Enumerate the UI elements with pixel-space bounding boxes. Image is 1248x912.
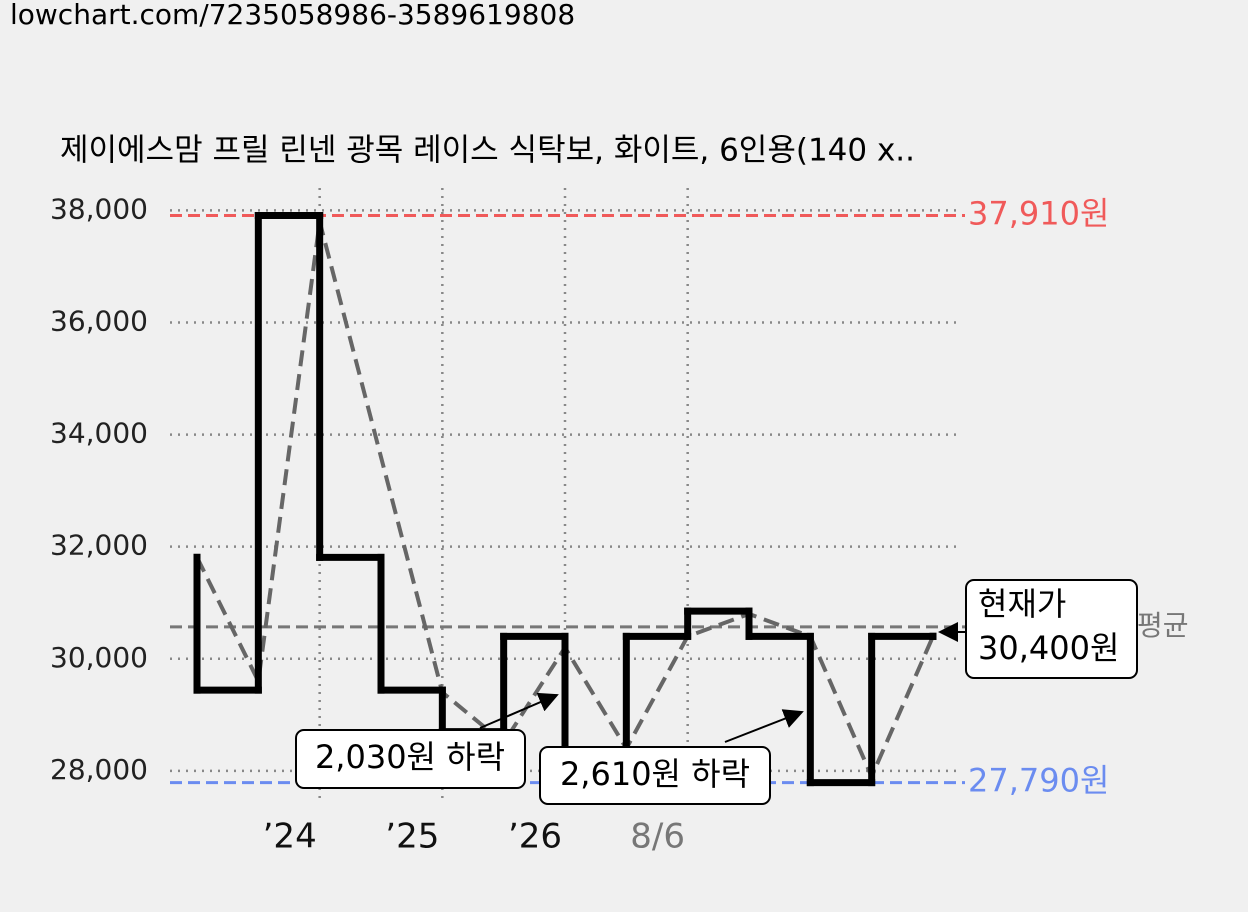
x-tick-label: ’25	[385, 817, 439, 857]
annotation-box	[295, 729, 526, 789]
y-tick-label: 32,000	[50, 529, 148, 562]
x-tick-label: ’24	[263, 817, 317, 857]
reference-label: 평균	[1137, 609, 1189, 642]
y-tick-label: 30,000	[50, 641, 148, 674]
annotation: 2,610원 하락	[560, 755, 750, 793]
annotation: 2,030원 하락	[315, 738, 505, 776]
y-tick-label: 36,000	[50, 305, 148, 338]
y-tick-label: 34,000	[50, 417, 148, 450]
arrow	[724, 709, 804, 743]
annotation: 30,400원	[978, 629, 1119, 667]
annotation: 현재가	[978, 585, 1066, 623]
x-tick-label: ’26	[508, 817, 562, 857]
annotation-box	[965, 579, 1138, 679]
x-tick-label: 8/6	[630, 817, 685, 857]
y-tick-label: 38,000	[50, 192, 148, 225]
y-tick-label: 28,000	[50, 753, 148, 786]
url: lowchart.com/7235058986-3589619808	[10, 0, 575, 31]
chart-title: 제이에스맘 프릴 린넨 광목 레이스 식탁보, 화이트, 6인용(140 x..	[60, 133, 915, 169]
arrow	[479, 692, 559, 729]
annotation-box	[539, 746, 771, 805]
reference-label: 37,910원	[968, 194, 1109, 232]
reference-label: 27,790원	[968, 762, 1109, 800]
